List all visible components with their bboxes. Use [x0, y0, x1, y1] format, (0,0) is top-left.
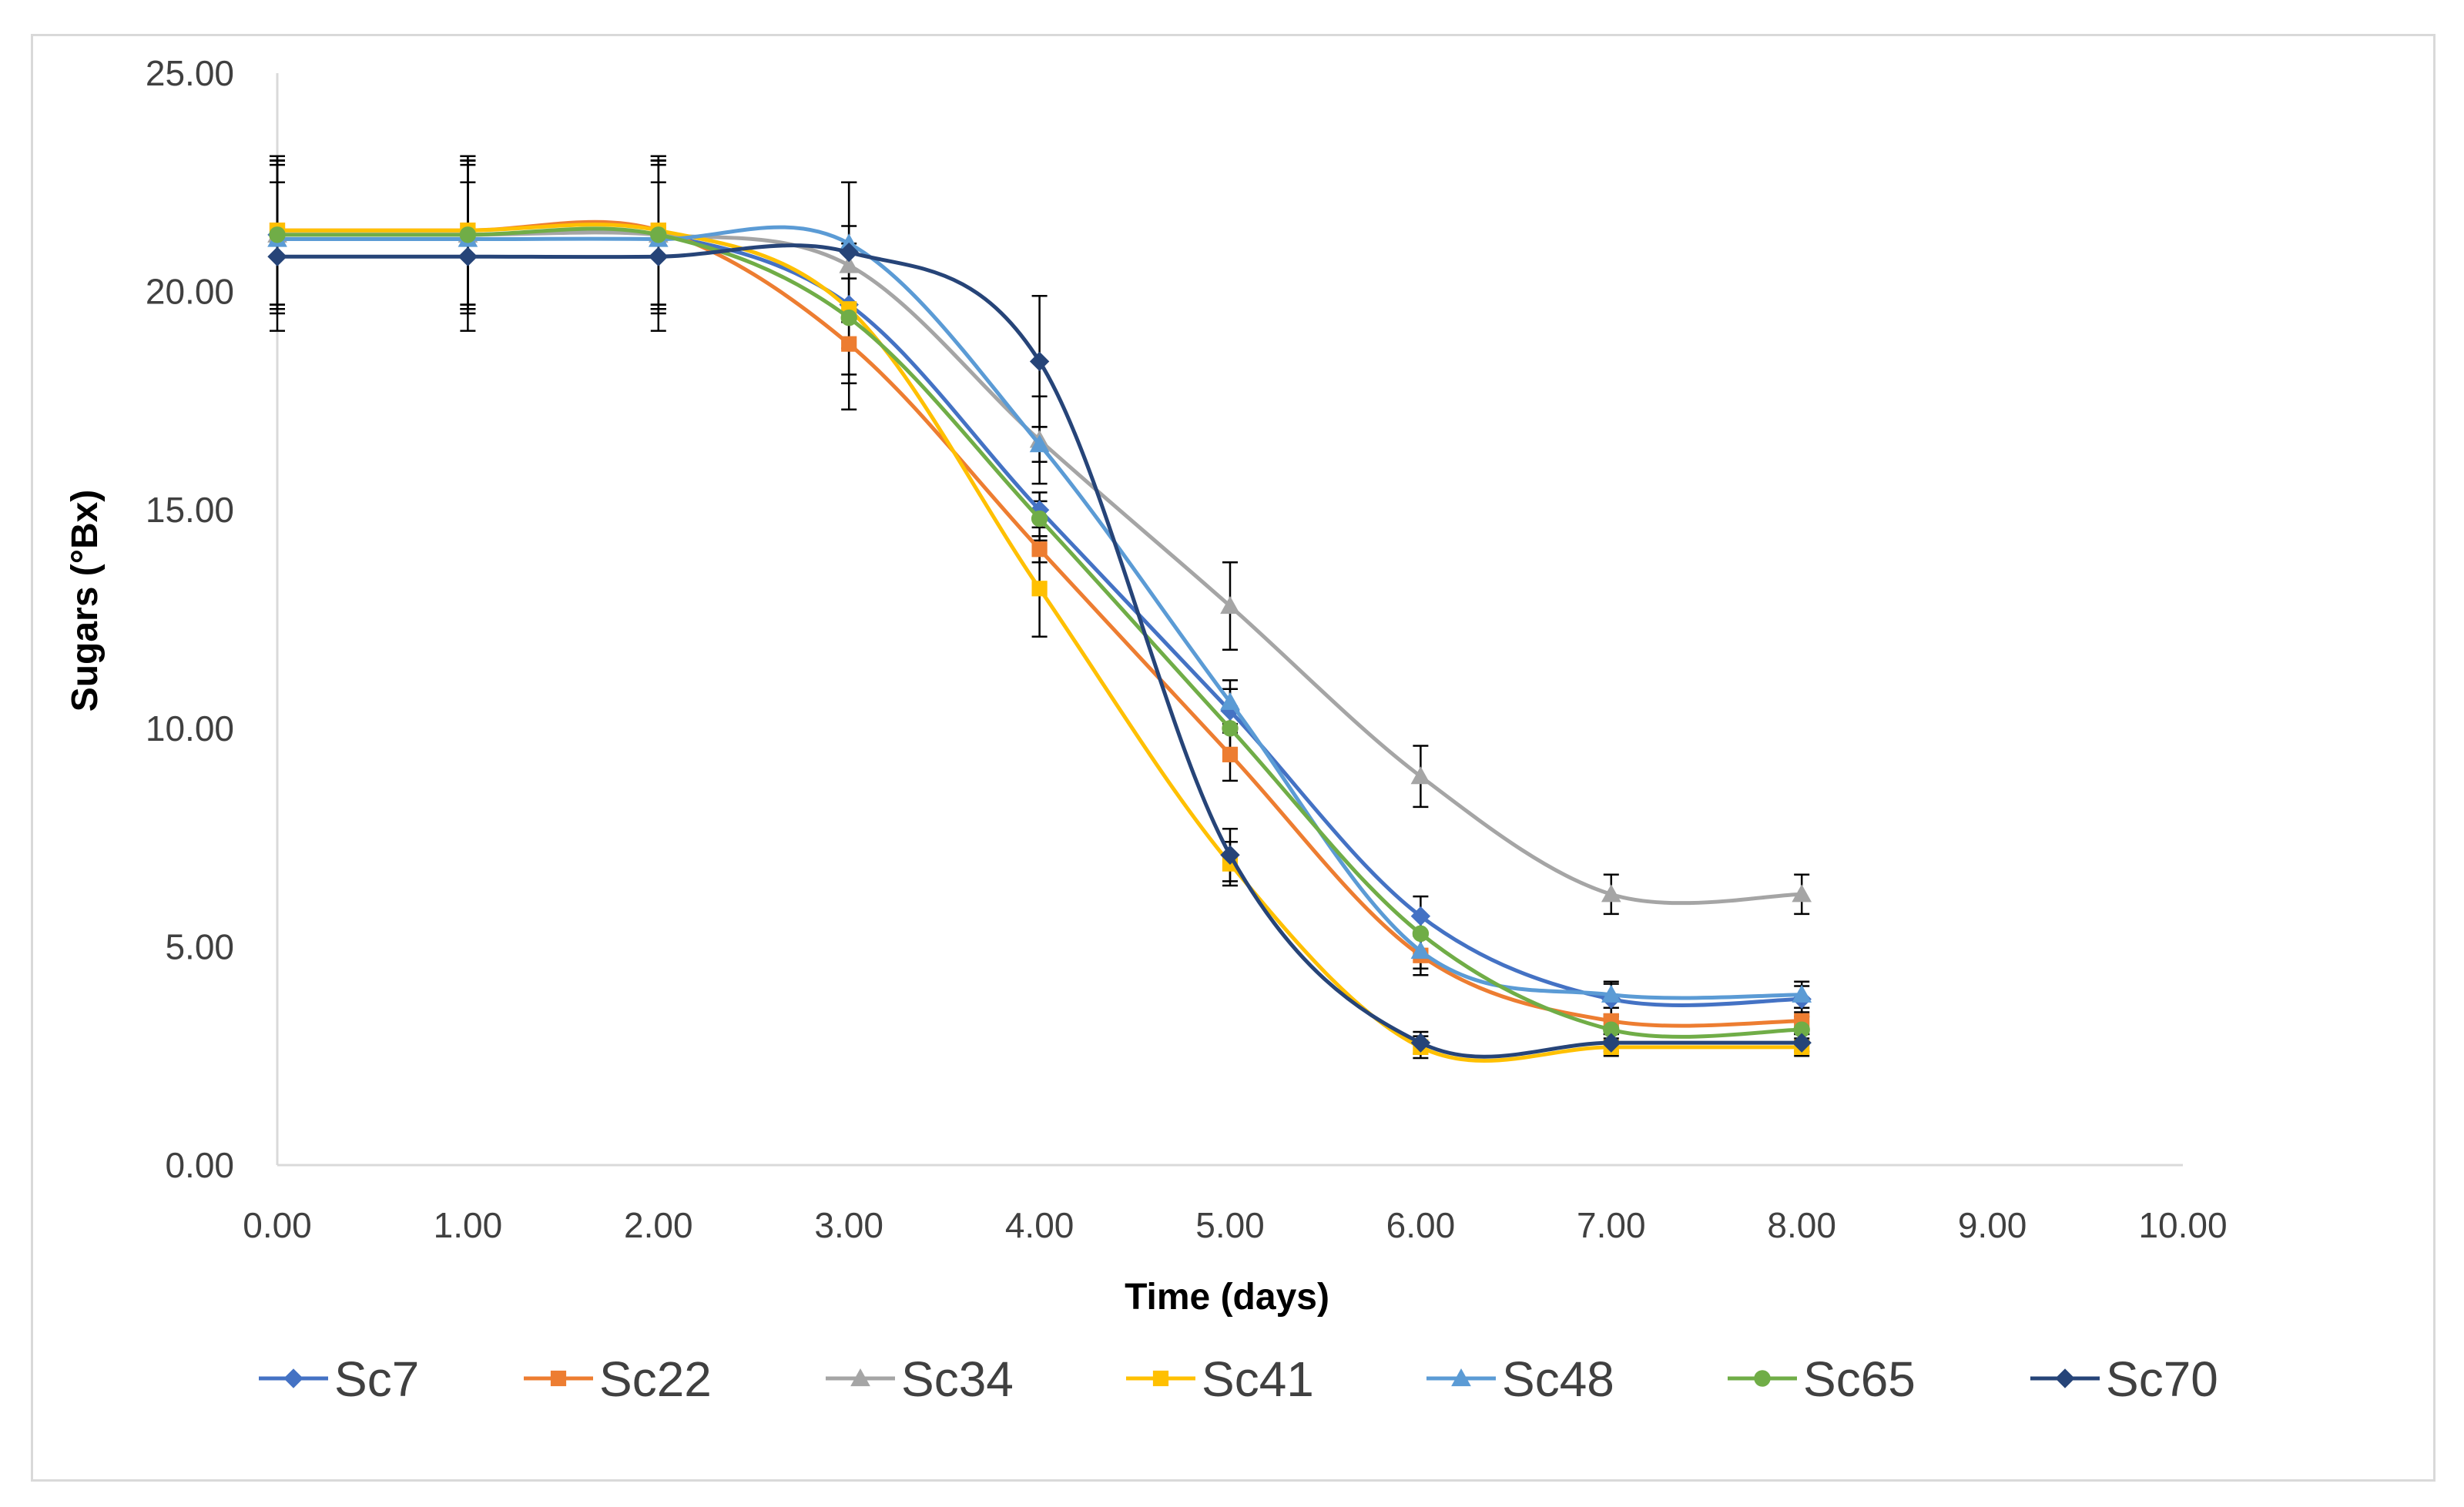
legend-label: Sc22 [599, 1351, 712, 1407]
data-point [1222, 720, 1239, 737]
x-tick-label: 3.00 [814, 1205, 883, 1245]
legend-label: Sc34 [901, 1351, 1014, 1407]
legend-marker [1152, 1370, 1169, 1387]
legend-label: Sc48 [1502, 1351, 1614, 1407]
x-tick-label: 0.00 [243, 1205, 312, 1245]
data-point [459, 226, 477, 243]
data-point [269, 226, 286, 243]
legend-item-sc7: Sc7 [259, 1351, 419, 1407]
y-axis-title: Sugars (°Bx) [65, 490, 106, 712]
legend-item-sc22: Sc22 [524, 1351, 712, 1407]
data-point [267, 246, 287, 266]
legend-label: Sc41 [1202, 1351, 1314, 1407]
series-line [277, 226, 1802, 1039]
data-point [839, 255, 860, 273]
data-point [840, 309, 857, 327]
legend-label: Sc7 [334, 1351, 419, 1407]
data-point [841, 336, 857, 352]
data-point [1222, 746, 1239, 762]
legend-label: Sc70 [2106, 1351, 2218, 1407]
y-tick-label: 15.00 [146, 490, 234, 530]
x-tick-label: 8.00 [1767, 1205, 1836, 1245]
data-point [1792, 984, 1812, 1003]
data-point [1220, 845, 1240, 865]
series-line [277, 230, 1802, 906]
y-tick-label: 20.00 [146, 272, 234, 312]
x-tick-label: 7.00 [1577, 1205, 1646, 1245]
legend-item-sc65: Sc65 [1728, 1351, 1916, 1407]
data-point [1220, 692, 1240, 710]
x-tick-label: 6.00 [1386, 1205, 1456, 1245]
data-point [1601, 984, 1621, 1003]
data-point [649, 246, 669, 266]
data-point [1031, 581, 1048, 597]
legend-label: Sc65 [1803, 1351, 1916, 1407]
data-point [1029, 351, 1050, 372]
x-tick-label: 1.00 [434, 1205, 503, 1245]
x-tick-label: 10.00 [2138, 1205, 2227, 1245]
data-point [1410, 766, 1431, 785]
legend: Sc7 Sc22 Sc34 Sc41 Sc48 Sc65 Sc70 [259, 1351, 2218, 1407]
legend-item-sc48: Sc48 [1426, 1351, 1614, 1407]
data-point [1792, 1033, 1812, 1053]
series-line [277, 225, 1802, 1000]
legend-item-sc34: Sc34 [826, 1351, 1014, 1407]
y-tick-label: 25.00 [146, 53, 234, 93]
data-point [839, 242, 859, 263]
data-point [1792, 884, 1812, 903]
series-line [277, 243, 1802, 1059]
legend-marker [2055, 1368, 2075, 1388]
data-point [1410, 1033, 1431, 1053]
data-point [1412, 925, 1430, 943]
legend-marker [1754, 1370, 1771, 1387]
data-point [1601, 1033, 1621, 1053]
legend-marker [1451, 1368, 1471, 1387]
error-bars [270, 155, 1810, 1060]
data-point [1031, 541, 1048, 558]
data-point [458, 246, 478, 266]
series-sc65 [269, 226, 1810, 1039]
legend-marker [550, 1370, 567, 1387]
y-tick-label: 10.00 [146, 708, 234, 748]
x-tick-label: 9.00 [1958, 1205, 2027, 1245]
x-tick-label: 5.00 [1195, 1205, 1265, 1245]
legend-marker [850, 1368, 870, 1387]
data-point [1220, 595, 1240, 615]
data-point [650, 226, 667, 243]
y-tick-label: 5.00 [165, 926, 234, 966]
data-point [1410, 941, 1431, 959]
legend-item-sc41: Sc41 [1126, 1351, 1314, 1407]
legend-item-sc70: Sc70 [2030, 1351, 2218, 1407]
x-axis-title: Time (days) [1125, 1277, 1329, 1318]
data-point [1601, 884, 1621, 903]
series-sc70 [267, 242, 1812, 1059]
data-point [1031, 510, 1048, 527]
data-point [1029, 434, 1050, 453]
series-lines [267, 219, 1812, 1063]
y-tick-label: 0.00 [165, 1145, 234, 1185]
x-tick-label: 4.00 [1005, 1205, 1074, 1245]
x-tick-label: 2.00 [624, 1205, 693, 1245]
legend-marker [283, 1368, 303, 1388]
axes: 0.00 5.00 10.00 15.00 20.00 25.00 0.00 1.00 2.00… [146, 53, 2228, 1245]
